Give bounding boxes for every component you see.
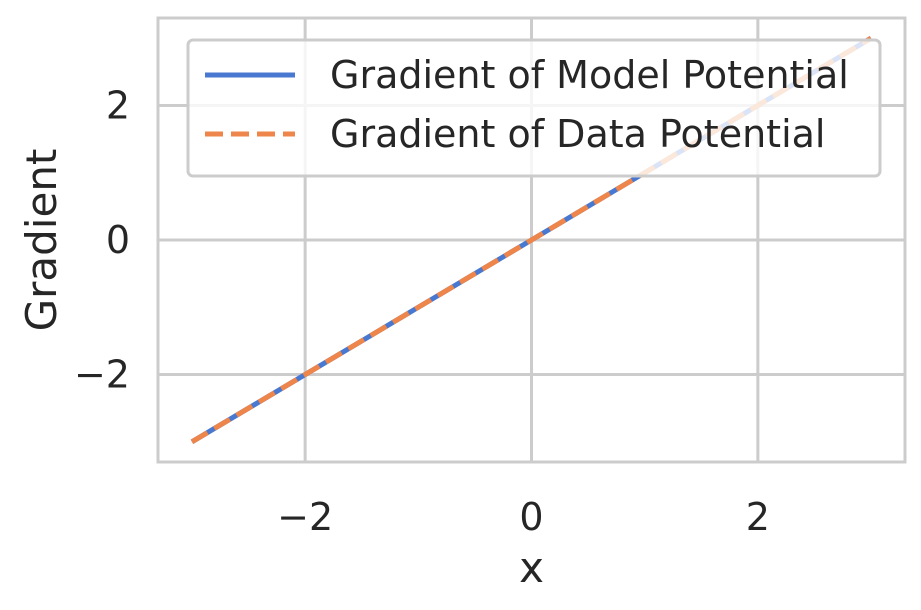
y-axis-label: Gradient bbox=[17, 149, 66, 332]
plot-frame bbox=[156, 16, 907, 464]
legend: Gradient of Model Potential Gradient of … bbox=[186, 38, 882, 178]
y-tick-label: −2 bbox=[74, 353, 130, 397]
legend-box bbox=[186, 38, 882, 178]
legend-label-model: Gradient of Model Potential bbox=[330, 53, 849, 97]
x-tick-labels: −2 0 2 bbox=[277, 495, 770, 539]
x-tick-label: 0 bbox=[519, 495, 543, 539]
x-axis-label: x bbox=[519, 543, 544, 592]
y-tick-label: 2 bbox=[106, 83, 130, 127]
y-tick-label: 0 bbox=[106, 218, 130, 262]
y-tick-labels: −2 0 2 bbox=[74, 83, 130, 396]
x-tick-label: −2 bbox=[277, 495, 333, 539]
x-tick-label: 2 bbox=[746, 495, 770, 539]
legend-label-data: Gradient of Data Potential bbox=[330, 112, 825, 156]
